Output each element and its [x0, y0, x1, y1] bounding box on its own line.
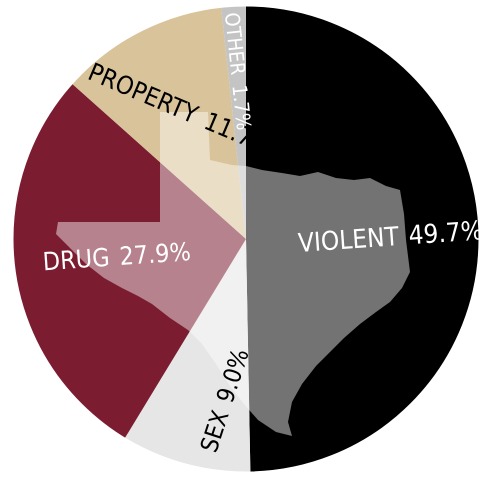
slice-label-drug: DRUG 27.9%: [42, 237, 192, 276]
pie-slice-property: [72, 7, 246, 239]
pie-slice-violent: [246, 5, 480, 472]
pie-slice-drug: [13, 83, 247, 439]
slice-label-violent: VIOLENT 49.7%: [297, 216, 481, 259]
slice-value-text: 27.9%: [118, 237, 191, 271]
slice-category-text: VIOLENT: [297, 222, 400, 259]
slices-layer: [13, 5, 480, 473]
texas-map-icon: [56, 112, 410, 436]
slice-category-text: DRUG: [42, 243, 111, 277]
pie-slice-sex: [124, 239, 251, 473]
pie-outline: [12, 5, 480, 473]
pie-slice-other: [221, 6, 246, 239]
slice-value-text: 49.7%: [408, 216, 481, 251]
slice-value-text: 1.7%: [228, 83, 257, 131]
texas-map-overlay: [56, 112, 410, 436]
